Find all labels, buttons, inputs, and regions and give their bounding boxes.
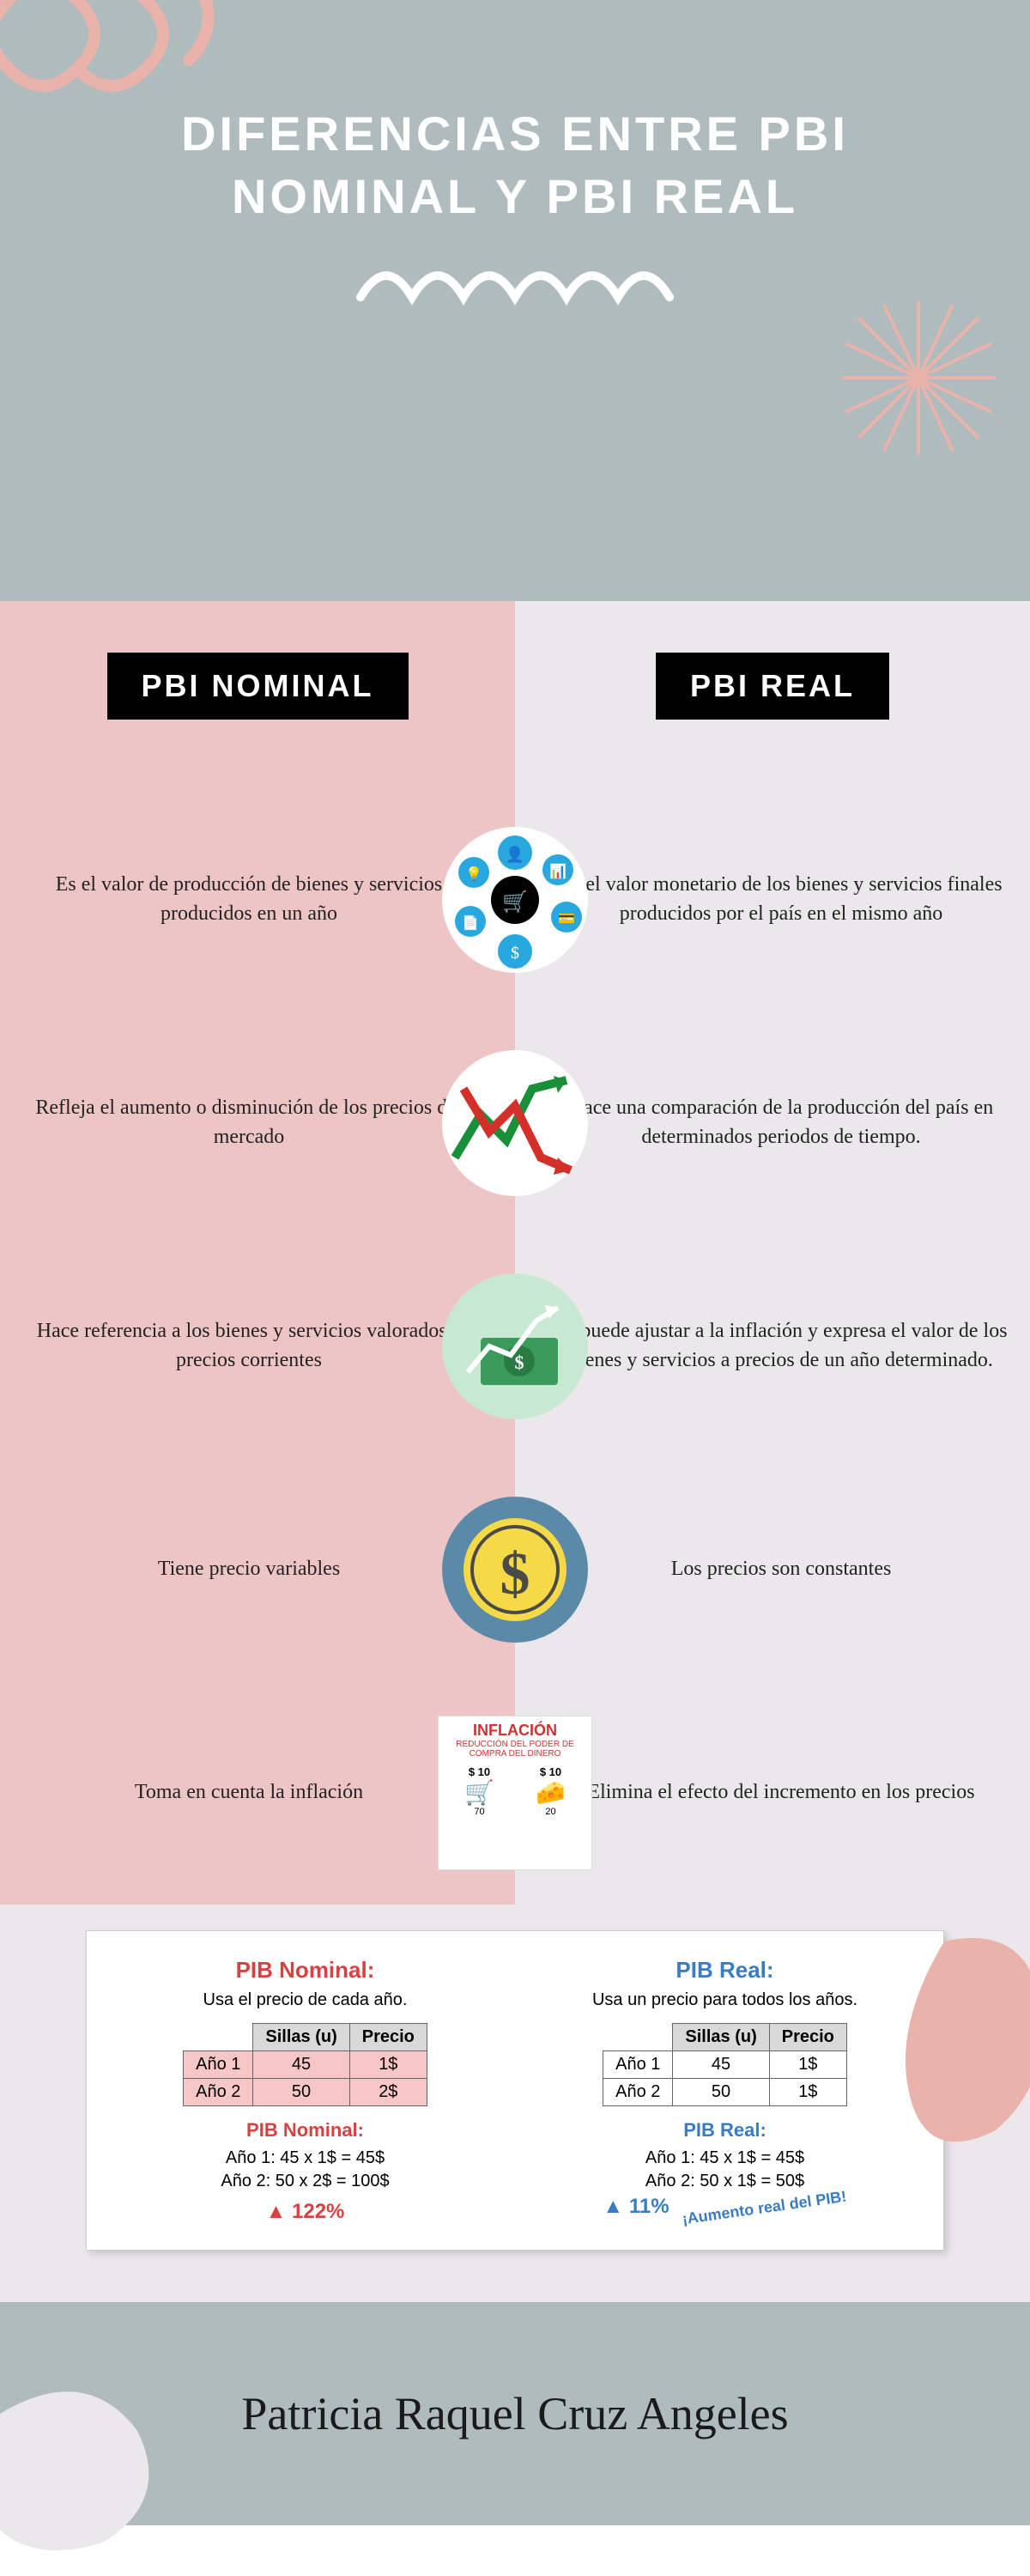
svg-text:💳: 💳: [558, 912, 575, 927]
svg-text:🛒: 🛒: [502, 890, 528, 914]
svg-text:$: $: [515, 1352, 524, 1373]
nominal-data-table: Sillas (u)PrecioAño 1451$Año 2502$: [183, 2023, 427, 2106]
nominal-calc-title: PIB Nominal:: [112, 2119, 498, 2142]
table-box: PIB Nominal: Usa el precio de cada año. …: [86, 1930, 944, 2251]
dollar-coin-icon: $: [438, 1492, 592, 1647]
author-signature: Patricia Raquel Cruz Angeles: [241, 2387, 788, 2440]
inflation-box-icon: INFLACIÓNREDUCCIÓN DEL PODER DE COMPRA D…: [438, 1716, 592, 1870]
nominal-pct: ▲ 122%: [112, 2200, 498, 2224]
nominal-table-col: PIB Nominal: Usa el precio de cada año. …: [112, 1957, 498, 2224]
starburst-icon: [833, 292, 1004, 464]
comparison-row: Tiene precio variables Los precios son c…: [0, 1458, 1030, 1681]
svg-text:💡: 💡: [465, 866, 482, 882]
wave-underline-icon: [343, 246, 687, 314]
footer-section: Patricia Raquel Cruz Angeles: [0, 2302, 1030, 2525]
nominal-calc-2: Año 2: 50 x 2$ = 100$: [112, 2172, 498, 2191]
page-title: DIFERENCIAS ENTRE PBI NOMINAL Y PBI REAL: [181, 103, 849, 228]
real-column: PBI REAL: [515, 601, 1030, 788]
economy-icons-icon: 🛒 👤 📊 💳 $ 📄 💡: [438, 823, 592, 977]
header-section: DIFERENCIAS ENTRE PBI NOMINAL Y PBI REAL: [0, 0, 1030, 601]
svg-text:$: $: [500, 1541, 530, 1607]
real-text: Hace una comparación de la producción de…: [515, 1094, 1030, 1151]
real-table-col: PIB Real: Usa un precio para todos los a…: [532, 1957, 918, 2224]
nominal-table-subtitle: Usa el precio de cada año.: [112, 1990, 498, 2010]
blob-right-icon: [893, 1924, 1030, 2148]
real-text: Los precios son constantes: [515, 1555, 1030, 1584]
real-data-table: Sillas (u)PrecioAño 1451$Año 2501$: [603, 2023, 847, 2106]
real-calc-1: Año 1: 45 x 1$ = 45$: [532, 2148, 918, 2168]
comparison-row: Hace referencia a los bienes y servicios…: [0, 1235, 1030, 1458]
comparison-row: Refleja el aumento o disminución de los …: [0, 1012, 1030, 1235]
real-stamp: ¡Aumento real del PIB!: [681, 2188, 847, 2229]
svg-text:📄: 📄: [462, 914, 479, 931]
nominal-calc-1: Año 1: 45 x 1$ = 45$: [112, 2148, 498, 2168]
real-text: Elimina el efecto del incremento en los …: [515, 1778, 1030, 1807]
arrows-up-down-icon: [438, 1046, 592, 1200]
comparison-row: Es el valor de producción de bienes y se…: [0, 788, 1030, 1012]
comparison-row: Toma en cuenta la inflación Elimina el e…: [0, 1681, 1030, 1905]
comparison-rows: Es el valor de producción de bienes y se…: [0, 788, 1030, 1905]
svg-text:$: $: [511, 944, 519, 963]
real-calc-2: Año 2: 50 x 1$ = 50$: [532, 2172, 918, 2191]
svg-text:📊: 📊: [549, 863, 566, 879]
spiral-decoration-icon: [0, 0, 215, 189]
real-badge: PBI REAL: [656, 653, 889, 720]
real-table-subtitle: Usa un precio para todos los años.: [532, 1990, 918, 2010]
blob-left-icon: [0, 2379, 154, 2551]
example-tables-section: PIB Nominal: Usa el precio de cada año. …: [0, 1905, 1030, 2302]
money-growth-icon: $: [438, 1269, 592, 1424]
real-text: Se puede ajustar a la inflación y expres…: [515, 1317, 1030, 1375]
comparison-section: PBI NOMINAL PBI REAL: [0, 601, 1030, 788]
real-calc-title: PIB Real:: [532, 2119, 918, 2142]
svg-text:👤: 👤: [506, 845, 524, 863]
nominal-badge: PBI NOMINAL: [107, 653, 409, 720]
nominal-table-title: PIB Nominal:: [112, 1957, 498, 1984]
nominal-column: PBI NOMINAL: [0, 601, 515, 788]
real-table-title: PIB Real:: [532, 1957, 918, 1984]
real-pct: ▲ 11%: [603, 2195, 669, 2218]
real-text: Es el valor monetario de los bienes y se…: [515, 871, 1030, 928]
